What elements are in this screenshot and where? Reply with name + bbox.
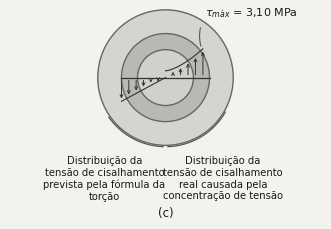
Text: (c): (c) xyxy=(158,206,173,219)
Text: Distribuição da
tensão de cisalhamento
real causada pela
concentração de tensão: Distribuição da tensão de cisalhamento r… xyxy=(163,156,283,200)
Circle shape xyxy=(138,50,193,106)
Circle shape xyxy=(98,11,233,146)
Text: Distribuição da
tensão de cisalhamento
prevista pela fórmula da
torção: Distribuição da tensão de cisalhamento p… xyxy=(43,156,166,201)
Circle shape xyxy=(121,34,210,122)
Text: $\tau_{m\acute{a}x}$ = 3,10 MPa: $\tau_{m\acute{a}x}$ = 3,10 MPa xyxy=(205,6,298,20)
